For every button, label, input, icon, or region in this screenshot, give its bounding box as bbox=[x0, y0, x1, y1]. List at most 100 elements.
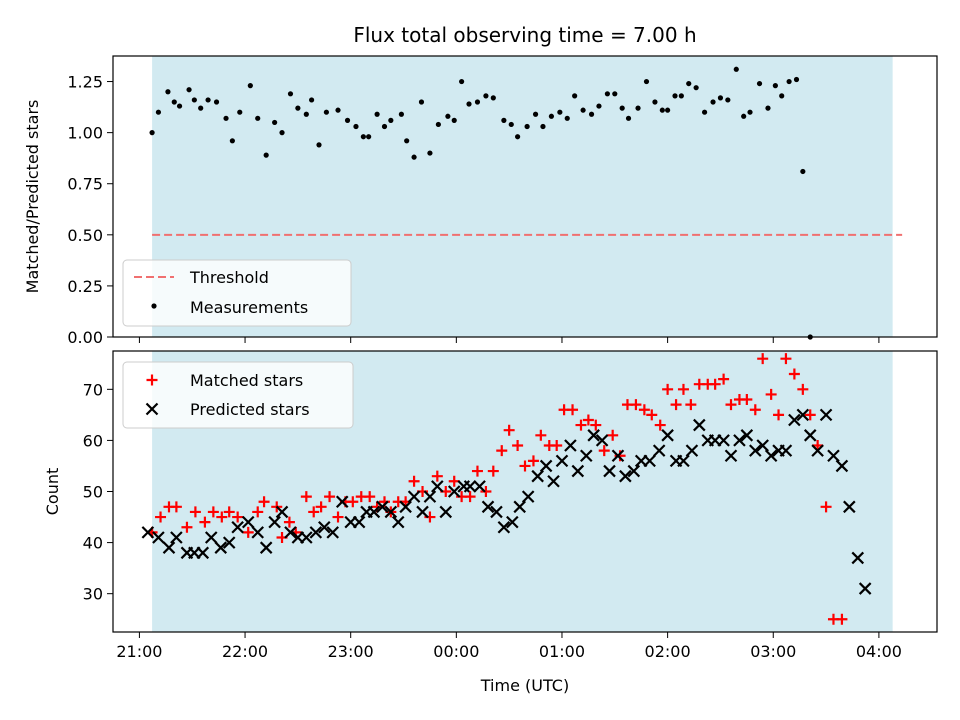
predicted-star-point bbox=[196, 546, 210, 560]
matched-star-point bbox=[670, 399, 682, 411]
matched-star-point bbox=[590, 419, 602, 431]
predicted-star-point bbox=[652, 444, 666, 457]
predicted-star-point bbox=[431, 480, 444, 493]
predicted-star-point bbox=[391, 515, 405, 529]
measurement-point bbox=[272, 119, 278, 126]
measurement-point bbox=[149, 130, 155, 136]
top-axes-frame bbox=[112, 55, 938, 338]
measurement-point bbox=[772, 83, 778, 89]
predicted-star-point bbox=[788, 413, 801, 427]
predicted-star-point bbox=[835, 459, 849, 473]
matched-star-point bbox=[519, 460, 531, 472]
measurement-point bbox=[686, 80, 692, 87]
matched-star-point bbox=[575, 419, 587, 431]
predicted-star-point bbox=[858, 582, 872, 595]
predicted-star-point bbox=[416, 505, 429, 519]
bottom-y-tick-label: 50 bbox=[83, 483, 103, 502]
predicted-star-point bbox=[152, 531, 165, 544]
predicted-star-point bbox=[275, 505, 289, 519]
measurement-point bbox=[756, 80, 763, 87]
matched-star-point bbox=[654, 419, 666, 431]
measurement-point bbox=[564, 115, 570, 121]
matched-star-point bbox=[155, 511, 167, 523]
predicted-star-point bbox=[309, 526, 323, 539]
bottom-panel: 30 40 50 60 70 21:00 22:00 23:00 00:00 01:00 02:0… bbox=[43, 350, 938, 695]
measurement-point bbox=[411, 154, 417, 160]
measurement-point bbox=[323, 109, 329, 115]
measurement-point bbox=[741, 113, 747, 119]
measurement-point bbox=[625, 115, 632, 121]
matched-star-point bbox=[308, 506, 320, 518]
predicted-star-point bbox=[162, 541, 176, 554]
predicted-star-point bbox=[803, 429, 817, 442]
matched-star-point bbox=[503, 424, 515, 436]
measurement-point bbox=[710, 99, 716, 105]
measurement-point bbox=[353, 123, 359, 130]
predicted-star-point bbox=[241, 515, 255, 529]
predicted-star-point bbox=[251, 526, 265, 539]
measurement-point bbox=[701, 109, 708, 115]
x-tick-label: 23:00 bbox=[328, 642, 374, 661]
predicted-star-point bbox=[481, 500, 495, 514]
matched-star-point bbox=[741, 394, 753, 406]
legend-predicted-label: Predicted stars bbox=[190, 400, 310, 419]
matched-star-point bbox=[189, 506, 201, 518]
matched-star-point bbox=[630, 399, 642, 411]
chart-title: Flux total observing time = 7.00 h bbox=[353, 23, 696, 47]
predicted-star-point bbox=[463, 480, 477, 493]
measurement-point bbox=[459, 78, 465, 85]
measurement-point bbox=[398, 111, 404, 117]
x-axis-label: Time (UTC) bbox=[480, 676, 569, 695]
predicted-star-points bbox=[141, 408, 872, 595]
measurement-point bbox=[295, 105, 301, 111]
predicted-star-point bbox=[423, 490, 437, 503]
predicted-star-point bbox=[661, 429, 674, 442]
predicted-star-point bbox=[851, 551, 865, 565]
bottom-legend-box bbox=[122, 361, 354, 429]
predicted-star-point bbox=[376, 500, 389, 514]
legend-measurements-label: Measurements bbox=[190, 298, 308, 317]
bottom-y-tick-label: 60 bbox=[83, 431, 103, 450]
matched-star-point bbox=[480, 486, 492, 497]
predicted-star-point bbox=[268, 515, 281, 529]
predicted-star-point bbox=[564, 439, 577, 452]
measurement-point bbox=[540, 123, 546, 130]
measurement-point bbox=[229, 138, 235, 144]
measurement-point bbox=[451, 117, 457, 123]
measurement-points bbox=[149, 66, 813, 340]
measurement-point bbox=[360, 134, 366, 140]
measurement-point bbox=[725, 97, 731, 103]
matched-star-point bbox=[607, 429, 619, 441]
matched-star-point bbox=[252, 506, 264, 518]
legend-matched-label: Matched stars bbox=[190, 371, 303, 390]
matched-star-point bbox=[662, 383, 674, 395]
predicted-star-point bbox=[399, 500, 412, 514]
top-y-tick-label: 1.00 bbox=[67, 124, 103, 143]
predicted-star-point bbox=[300, 531, 313, 544]
matched-star-point bbox=[471, 465, 483, 477]
predicted-star-point bbox=[439, 505, 453, 519]
matched-star-point bbox=[567, 404, 579, 416]
predicted-star-point bbox=[579, 449, 593, 463]
matched-star-point bbox=[582, 414, 594, 426]
matched-star-point bbox=[804, 409, 816, 421]
measurement-point bbox=[388, 117, 394, 123]
predicted-star-point bbox=[318, 520, 331, 534]
matched-star-point bbox=[638, 404, 650, 416]
measurement-point bbox=[344, 117, 351, 123]
measurement-point bbox=[223, 115, 229, 121]
matched-star-point bbox=[223, 506, 235, 518]
predicted-star-point bbox=[819, 408, 833, 422]
matched-star-point bbox=[685, 399, 697, 411]
top-legend: Threshold Measurements bbox=[122, 259, 352, 327]
matched-star-point bbox=[364, 491, 376, 503]
matched-star-point bbox=[315, 501, 327, 513]
measurement-point bbox=[800, 168, 806, 175]
legend-predicted-marker bbox=[145, 402, 159, 416]
x-tick-label: 04:00 bbox=[856, 642, 902, 661]
matched-star-point bbox=[347, 496, 359, 508]
measurement-point bbox=[176, 103, 183, 109]
predicted-star-point bbox=[685, 444, 699, 457]
top-y-tick-label: 1.25 bbox=[67, 73, 103, 92]
